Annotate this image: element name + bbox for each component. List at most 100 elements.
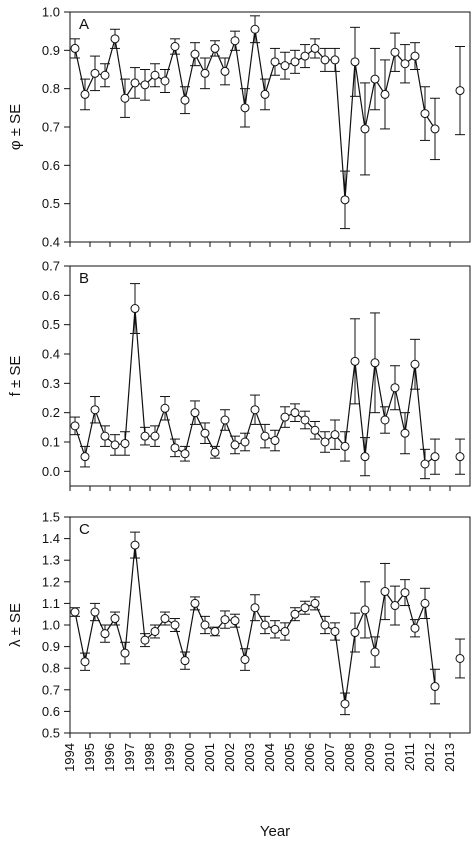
data-point bbox=[230, 36, 240, 46]
year-label: 1995 bbox=[82, 743, 97, 772]
data-point bbox=[380, 89, 390, 99]
panel-c: 0.5 0.6 0.7 0.8 0.9 1.0 1.1 1.2 1.3 1.4 1.5 Cλ ± SE bbox=[7, 510, 471, 741]
series-line bbox=[74, 545, 436, 704]
data-point bbox=[360, 124, 370, 134]
data-point bbox=[200, 428, 210, 438]
data-point bbox=[370, 358, 380, 368]
year-label: 1997 bbox=[122, 743, 137, 772]
series-line bbox=[74, 29, 436, 200]
y-tick-label: 1.2 bbox=[42, 574, 60, 589]
data-point bbox=[390, 47, 400, 57]
data-point bbox=[310, 43, 320, 53]
data-point bbox=[380, 415, 390, 425]
data-point bbox=[80, 89, 90, 99]
data-point bbox=[250, 603, 260, 613]
data-point bbox=[120, 648, 130, 658]
data-point bbox=[320, 55, 330, 65]
data-point bbox=[300, 415, 310, 425]
y-tick-label: 0.6 bbox=[42, 288, 60, 303]
panel-label: C bbox=[79, 521, 90, 538]
data-point bbox=[100, 70, 110, 80]
y-tick-label: 0.7 bbox=[42, 259, 60, 274]
plot-frame bbox=[69, 11, 471, 243]
year-label: 1998 bbox=[142, 743, 157, 772]
y-axis-title: f ± SE bbox=[7, 356, 24, 397]
year-label: 2011 bbox=[402, 743, 417, 771]
data-point bbox=[220, 615, 230, 625]
y-tick-label: 1.0 bbox=[42, 618, 60, 633]
data-point bbox=[120, 93, 130, 103]
y-tick-label: 1.3 bbox=[42, 553, 60, 568]
data-point bbox=[455, 86, 465, 96]
data-point bbox=[210, 43, 220, 53]
data-point bbox=[90, 607, 100, 617]
data-point bbox=[110, 34, 120, 44]
data-point bbox=[110, 440, 120, 450]
data-point bbox=[200, 68, 210, 78]
panels: 0.4 0.5 0.6 0.7 0.8 0.9 1.0 Aφ ± SE 0.0 0.1 0.2 0.3… bbox=[7, 5, 471, 741]
data-point bbox=[150, 626, 160, 636]
data-point bbox=[240, 437, 250, 447]
y-tick-label: 0.6 bbox=[42, 158, 60, 173]
data-point bbox=[160, 76, 170, 86]
data-point bbox=[170, 42, 180, 51]
year-label: 2002 bbox=[222, 743, 237, 772]
data-point bbox=[370, 647, 380, 657]
data-point bbox=[90, 405, 100, 415]
data-point bbox=[360, 452, 370, 462]
data-point bbox=[340, 441, 350, 451]
data-point bbox=[230, 440, 240, 450]
data-point bbox=[170, 443, 180, 453]
year-label: 2007 bbox=[322, 743, 337, 772]
data-point bbox=[130, 540, 140, 550]
data-point bbox=[190, 408, 200, 418]
data-point bbox=[400, 428, 410, 438]
data-point bbox=[100, 431, 110, 441]
data-point bbox=[290, 408, 300, 418]
data-point bbox=[320, 620, 330, 630]
y-tick-label: 1.0 bbox=[42, 5, 60, 20]
data-point bbox=[390, 383, 400, 393]
data-point bbox=[190, 49, 200, 59]
data-point bbox=[130, 78, 140, 88]
year-label: 2005 bbox=[282, 743, 297, 772]
y-tick-label: 0.5 bbox=[42, 317, 60, 332]
y-axis-title: φ ± SE bbox=[7, 104, 24, 150]
data-point bbox=[410, 623, 420, 633]
y-tick-label: 0.7 bbox=[42, 120, 60, 135]
data-point bbox=[210, 626, 220, 636]
data-point bbox=[300, 603, 310, 613]
data-point bbox=[350, 356, 360, 366]
data-point bbox=[280, 626, 290, 636]
data-point bbox=[210, 447, 220, 457]
data-point bbox=[150, 431, 160, 441]
data-point bbox=[240, 655, 250, 665]
plot-frame bbox=[69, 516, 471, 734]
year-label: 2000 bbox=[182, 743, 197, 772]
y-tick-label: 1.4 bbox=[42, 531, 60, 546]
data-point bbox=[100, 629, 110, 639]
year-label: 1996 bbox=[102, 743, 117, 772]
data-point bbox=[180, 656, 190, 666]
data-point bbox=[320, 437, 330, 447]
data-point bbox=[340, 699, 350, 709]
year-axis: 1994 1995 1996 1997 1998 1999 2000 2001 2002 2003… bbox=[62, 743, 457, 772]
data-point bbox=[430, 124, 440, 134]
data-point bbox=[70, 421, 80, 431]
y-tick-label: 0.2 bbox=[42, 405, 60, 420]
data-point bbox=[290, 57, 300, 67]
data-point bbox=[230, 616, 240, 626]
data-point bbox=[380, 587, 390, 597]
data-point bbox=[420, 109, 430, 119]
data-point bbox=[410, 359, 420, 369]
y-axis-title: λ ± SE bbox=[7, 603, 24, 647]
data-point bbox=[150, 70, 160, 80]
series-line bbox=[74, 308, 436, 466]
data-point bbox=[370, 74, 380, 84]
data-point bbox=[140, 635, 150, 645]
y-tick-label: 0.9 bbox=[42, 43, 60, 58]
data-point bbox=[250, 405, 260, 415]
y-tick-label: 0.7 bbox=[42, 682, 60, 697]
y-tick-label: 0.5 bbox=[42, 196, 60, 211]
